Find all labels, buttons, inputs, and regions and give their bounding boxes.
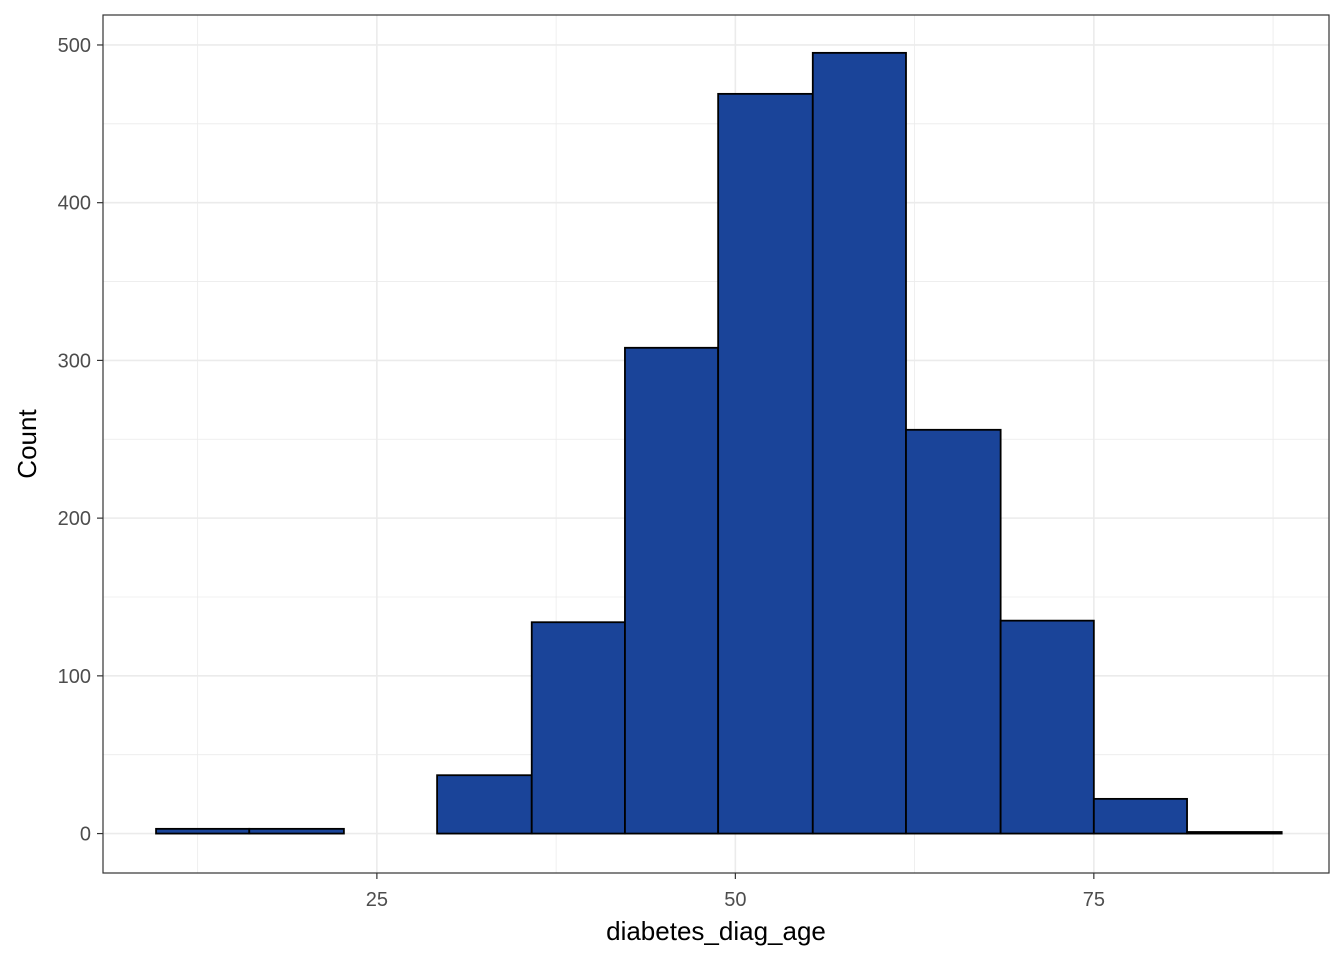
x-tick-label: 25 [366,889,388,911]
panel-border [102,14,1330,874]
x-axis: 25 50 75 [366,873,1105,911]
histogram-bar [248,827,345,835]
y-tick-label: 500 [58,35,91,57]
y-tick-label: 100 [58,666,91,688]
histogram-bar [717,92,814,835]
y-axis: 0 100 200 300 400 500 [58,35,103,846]
histogram-bar [530,621,626,835]
histogram-bar [1092,797,1188,835]
histogram-bar [811,51,907,835]
histogram-bars [155,51,1283,835]
x-axis-title: diabetes_diag_age [606,916,826,946]
histogram-bar [905,428,1002,835]
x-tick-label: 75 [1083,889,1105,911]
y-tick-label: 400 [58,193,91,215]
y-axis-title: Count [12,409,42,479]
x-tick-label: 50 [724,889,746,911]
histogram-bar [999,619,1095,835]
histogram-bar [1186,831,1283,835]
y-tick-label: 0 [80,824,91,846]
y-tick-label: 300 [58,350,91,372]
y-tick-label: 200 [58,508,91,530]
histogram-bar [624,346,720,835]
histogram-bar [436,774,533,835]
histogram-bar [155,827,251,835]
